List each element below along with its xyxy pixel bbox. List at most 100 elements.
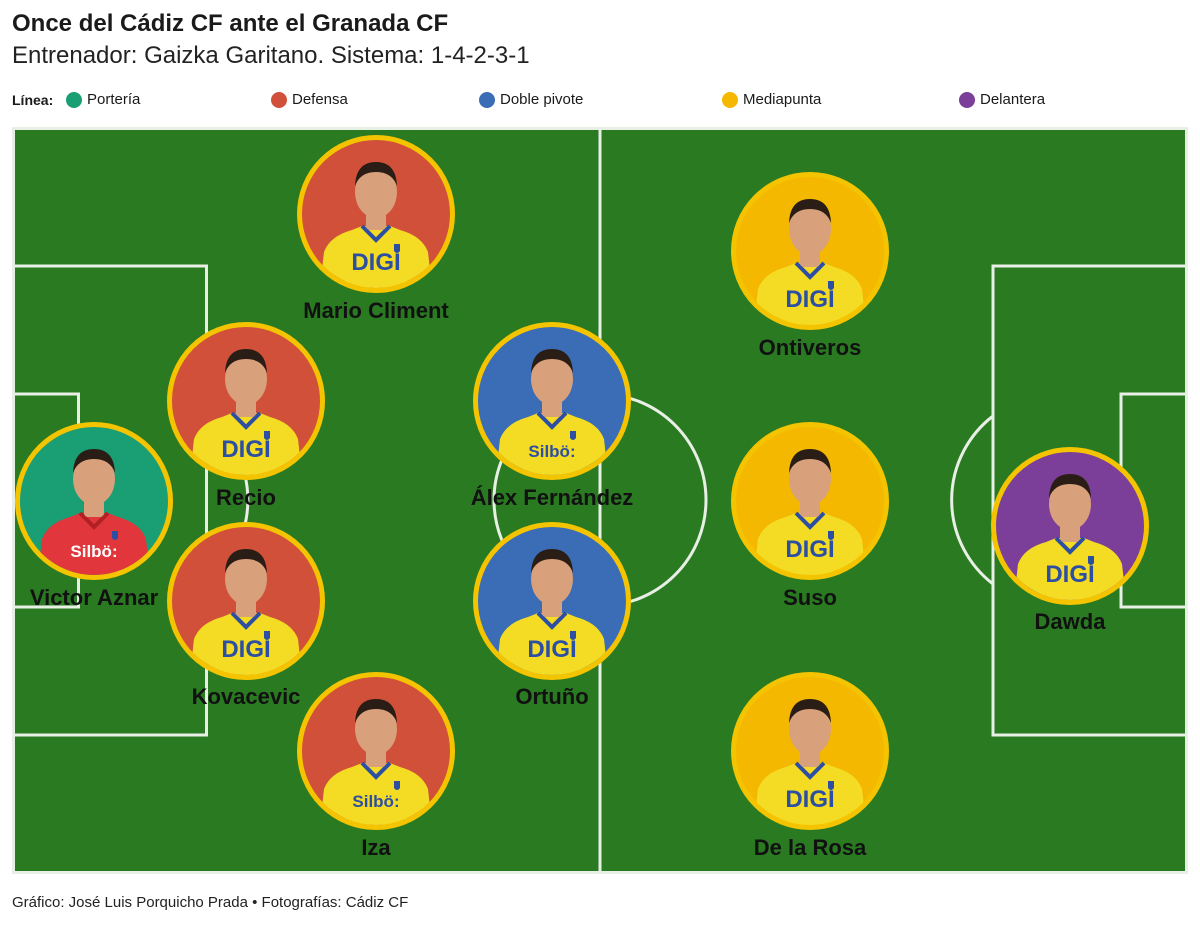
player-portrait: Silbö:	[320, 699, 432, 825]
player-kovacevic: DIGI	[167, 522, 325, 680]
legend-item-delantera: Delantera	[959, 90, 1045, 110]
player-name-mario-climent: Mario Climent	[303, 298, 449, 323]
player-portrait: DIGI	[754, 699, 866, 825]
crest-shape	[828, 281, 834, 290]
player-portrait: Silbö:	[496, 349, 608, 475]
head-shape	[225, 353, 267, 405]
pitch: Silbö: DIGI DIGI DIGI Silbö: Silbö: DIGI…	[12, 127, 1188, 874]
shirt-collar	[1054, 536, 1086, 555]
player-name-kovacevic: Kovacevic	[191, 684, 301, 709]
pitch-markings	[12, 127, 1188, 874]
head-shape	[225, 553, 267, 605]
head-shape	[355, 166, 397, 218]
head-shape	[531, 553, 573, 605]
player-portrait: DIGI	[1014, 474, 1126, 600]
hair-shape	[789, 199, 831, 223]
head-shape	[355, 703, 397, 755]
chart-title: Once del Cádiz CF ante el Granada CF	[12, 10, 449, 37]
sponsor-logo: DIGI	[221, 436, 270, 463]
player-dawda: DIGI	[991, 447, 1149, 605]
player-name-recio: Recio	[216, 485, 276, 510]
legend-dot-doble-pivote	[479, 92, 495, 108]
legend: Línea: Portería Defensa Doble pivote Med…	[12, 90, 1188, 112]
hair-shape	[789, 449, 831, 473]
player-suso: DIGI	[731, 422, 889, 580]
sponsor-logo: DIGI	[351, 249, 400, 276]
crest-shape	[570, 631, 576, 640]
shirt-collar	[230, 411, 262, 430]
legend-item-doble-pivote: Doble pivote	[479, 90, 583, 110]
player-name-alex-fernandez: Álex Fernández	[470, 485, 634, 510]
shirt-shape	[190, 413, 302, 475]
hair-shape	[225, 349, 267, 373]
legend-item-mediapunta: Mediapunta	[722, 90, 821, 110]
chart-subtitle: Entrenador: Gaizka Garitano. Sistema: 1-…	[12, 42, 530, 69]
hair-shape	[355, 162, 397, 186]
head-shape	[1049, 478, 1091, 530]
player-portrait: DIGI	[320, 162, 432, 288]
head-shape	[531, 353, 573, 405]
player-name-victor-aznar: Victor Aznar	[29, 585, 159, 610]
legend-dot-delantera	[959, 92, 975, 108]
player-name-de-la-rosa: De la Rosa	[753, 835, 867, 860]
hair-shape	[531, 549, 573, 573]
legend-dot-mediapunta	[722, 92, 738, 108]
crest-shape	[1088, 556, 1094, 565]
head-shape	[789, 453, 831, 505]
legend-label: Línea:	[12, 92, 54, 108]
player-portrait: Silbö:	[38, 449, 150, 575]
right-penalty-arc	[950, 414, 994, 586]
legend-text-delantera: Delantera	[980, 91, 1046, 108]
head-shape	[73, 453, 115, 505]
player-victor-aznar: Silbö:	[15, 422, 173, 580]
crest-shape	[112, 531, 118, 540]
shirt-collar	[536, 411, 568, 430]
hair-shape	[1049, 474, 1091, 498]
player-mario-climent: DIGI	[297, 135, 455, 293]
shirt-collar	[794, 761, 826, 780]
legend-item-porteria: Portería	[66, 90, 140, 110]
legend-text-mediapunta: Mediapunta	[743, 91, 822, 108]
hair-shape	[355, 699, 397, 723]
shirt-shape	[320, 226, 432, 288]
player-recio: DIGI	[167, 322, 325, 480]
crest-shape	[394, 244, 400, 253]
shirt-shape	[754, 263, 866, 325]
shirt-shape	[1014, 538, 1126, 600]
sponsor-logo: Silbö:	[528, 442, 575, 461]
shirt-shape	[754, 513, 866, 575]
sponsor-logo: Silbö:	[70, 542, 117, 561]
player-name-iza: Iza	[361, 835, 391, 860]
shirt-shape	[38, 513, 150, 575]
shirt-shape	[496, 413, 608, 475]
sponsor-logo: DIGI	[785, 786, 834, 813]
crest-shape	[828, 781, 834, 790]
crest-shape	[264, 631, 270, 640]
player-portrait: DIGI	[754, 199, 866, 325]
shirt-shape	[496, 613, 608, 675]
shirt-collar	[360, 224, 392, 243]
head-shape	[789, 703, 831, 755]
hair-shape	[225, 549, 267, 573]
hair-shape	[789, 699, 831, 723]
crest-shape	[828, 531, 834, 540]
hair-shape	[73, 449, 115, 473]
player-name-ortuno: Ortuño	[515, 684, 589, 709]
sponsor-logo: DIGI	[221, 636, 270, 663]
shirt-collar	[536, 611, 568, 630]
player-name-ontiveros: Ontiveros	[758, 335, 862, 360]
player-name-dawda: Dawda	[1034, 609, 1106, 634]
crest-shape	[394, 781, 400, 790]
player-de-la-rosa: DIGI	[731, 672, 889, 830]
shirt-collar	[794, 261, 826, 280]
legend-dot-defensa	[271, 92, 287, 108]
player-portrait: DIGI	[190, 549, 302, 675]
legend-item-defensa: Defensa	[271, 90, 348, 110]
sponsor-logo: DIGI	[1045, 561, 1094, 588]
legend-text-porteria: Portería	[87, 91, 141, 108]
crest-shape	[264, 431, 270, 440]
shirt-collar	[794, 511, 826, 530]
legend-dot-porteria	[66, 92, 82, 108]
head-shape	[789, 203, 831, 255]
sponsor-logo: Silbö:	[352, 792, 399, 811]
